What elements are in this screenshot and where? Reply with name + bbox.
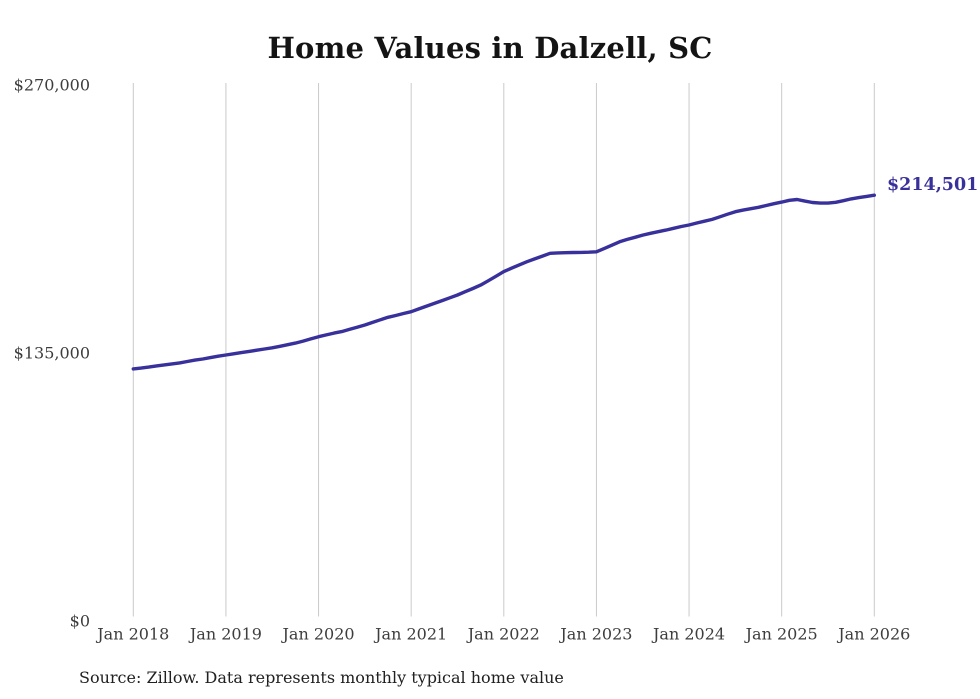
source-note: Source: Zillow. Data represents monthly … — [79, 668, 564, 687]
x-tick-label: Jan 2021 — [373, 625, 447, 644]
y-tick-label: $135,000 — [14, 344, 90, 363]
x-tick-label: Jan 2026 — [836, 625, 910, 644]
x-tick-label: Jan 2019 — [188, 625, 262, 644]
gridlines — [132, 83, 875, 617]
x-tick-label: Jan 2022 — [466, 625, 540, 644]
x-tick-label: Jan 2023 — [558, 625, 632, 644]
home-value-line — [131, 193, 876, 371]
x-axis-tick-labels: Jan 2018 Jan 2019 Jan 2020 Jan 2021 Jan 2022… — [95, 625, 910, 644]
x-tick-label: Jan 2024 — [651, 625, 725, 644]
x-tick-label: Jan 2018 — [95, 625, 169, 644]
final-value-label: $214,501 — [887, 175, 979, 195]
x-tick-label: Jan 2020 — [281, 625, 355, 644]
y-tick-label: $0 — [70, 612, 90, 631]
chart-title: Home Values in Dalzell, SC — [267, 31, 713, 65]
y-tick-label: $270,000 — [14, 76, 90, 95]
x-tick-label: Jan 2025 — [744, 625, 818, 644]
y-axis-tick-labels: $0 $135,000 $270,000 — [14, 76, 90, 631]
